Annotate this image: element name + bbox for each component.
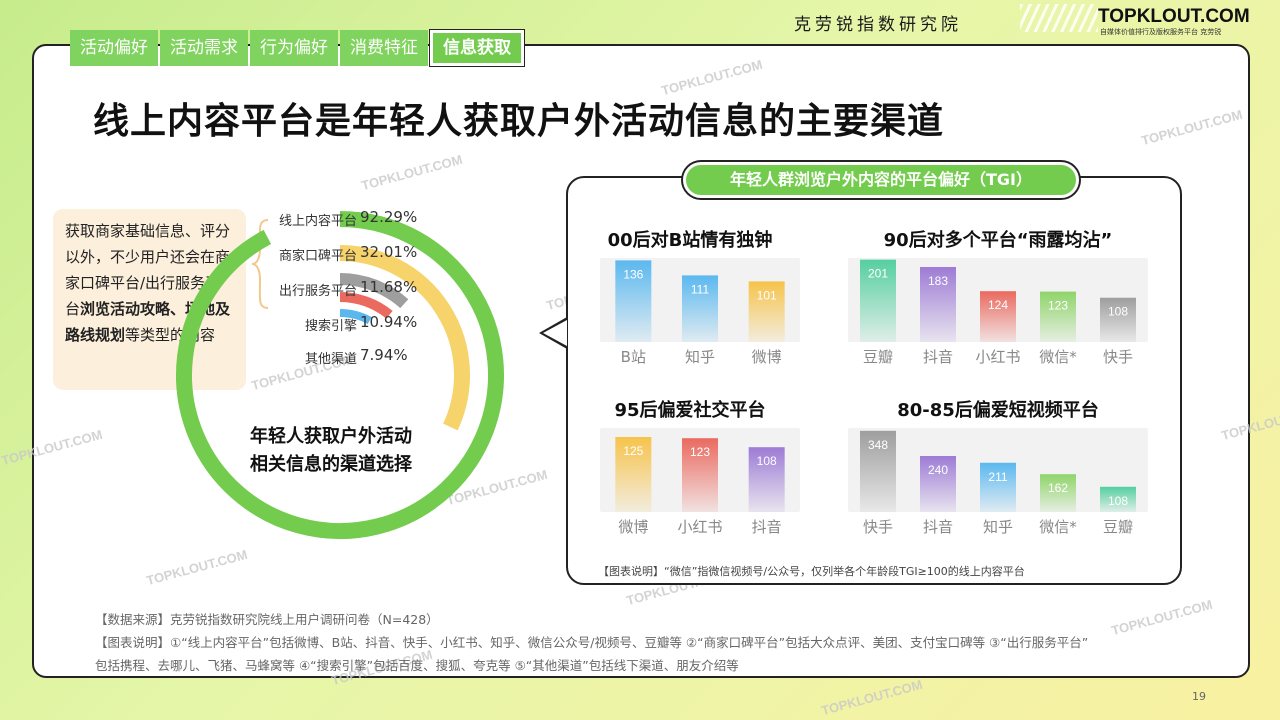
tgi-panel-title: 年轻人群浏览户外内容的平台偏好（TGI） [683, 162, 1079, 198]
channel-label: 出行服务平台 [278, 284, 357, 299]
channel-value: 92.29% [360, 208, 418, 226]
mini-chart-title-90: 90后对多个平台“雨露均沾” [883, 230, 1113, 251]
bar-category-label: 微信* [1039, 518, 1077, 536]
radial-bar [339, 245, 470, 431]
bar-value-label: 108 [1108, 494, 1128, 508]
tab-consumption-features[interactable]: 消费特征 [340, 30, 428, 66]
bar [615, 437, 652, 512]
channel-value: 10.94% [360, 313, 418, 331]
bar-value-label: 348 [868, 438, 888, 452]
bar [860, 430, 896, 512]
bar [1040, 474, 1076, 512]
bar-category-label: 小红书 [975, 348, 1020, 366]
bar [980, 462, 1016, 512]
bar-category-label: 快手 [863, 518, 893, 536]
tgi-panel [566, 176, 1182, 585]
bar-value-label: 123 [690, 445, 710, 459]
insight-text: 获取商家基础信息、评分以外，不少用户还会在商家口碑平台/出行服务平台 [65, 222, 231, 318]
bar-category-label: 微博 [618, 518, 648, 536]
radial-bar [339, 292, 393, 319]
bar-value-label: 201 [868, 267, 888, 281]
bar-category-label: 豆瓣 [863, 348, 893, 366]
bar [682, 275, 718, 342]
bar-value-label: 111 [691, 282, 710, 296]
bar-category-label: B站 [621, 348, 646, 366]
bar [1040, 291, 1076, 342]
bar-value-label: 125 [623, 444, 643, 458]
channel-value: 11.68% [360, 278, 418, 296]
footnote-explanation: 【图表说明】①“线上内容平台”包括微博、B站、抖音、快手、小红书、知乎、微信公众… [95, 635, 1089, 650]
bar-value-label: 124 [988, 298, 1008, 312]
bar-category-label: 知乎 [685, 348, 715, 366]
panel-note: 【图表说明】“微信”指微信视频号/公众号，仅列举各个年龄段TGI≥100的线上内… [598, 565, 1025, 578]
bar-value-label: 108 [757, 454, 777, 468]
bar-category-label: 豆瓣 [1103, 518, 1133, 536]
channel-value: 32.01% [360, 243, 418, 261]
brand-logo: TOPKLOUT.COM [1098, 6, 1250, 27]
bar-value-label: 162 [1048, 481, 1068, 495]
mini-chart-90: 201 豆瓣 183 抖音 124 小红书 123 微信* 108 快手 [848, 258, 1148, 366]
bar-value-label: 183 [928, 274, 948, 288]
tab-information-access[interactable]: 信息获取 [430, 30, 524, 66]
bar [1100, 486, 1136, 512]
bar-category-label: 小红书 [677, 518, 722, 536]
radial-bar [339, 309, 372, 325]
footnote-source: 【数据来源】克劳锐指数研究院线上用户调研问卷（N=428） [95, 612, 439, 627]
bar [860, 259, 896, 342]
page-title: 线上内容平台是年轻人获取户外活动信息的主要渠道 [93, 101, 945, 142]
mini-chart-title-00: 00后对B站情有独钟 [607, 230, 773, 251]
mini-chart-8085: 348 快手 240 抖音 211 知乎 162 微信* 108 豆瓣 [848, 428, 1148, 536]
brand-name: 克劳锐指数研究院 [794, 15, 962, 35]
tab-activity-demand[interactable]: 活动需求 [160, 30, 248, 66]
mini-chart-00: 136 B站 111 知乎 101 微博 [600, 258, 800, 366]
donut-center-title: 年轻人获取户外活动 相关信息的渠道选择 [250, 423, 450, 479]
bar [748, 447, 785, 512]
tab-activity-preference[interactable]: 活动偏好 [70, 30, 158, 66]
watermark: TOPKLOUT.COM [819, 676, 924, 719]
bar-value-label: 211 [988, 470, 1007, 484]
tab-behavior-preference[interactable]: 行为偏好 [250, 30, 338, 66]
decorative-stripes [1020, 4, 1098, 32]
section-tabs: 活动偏好 活动需求 行为偏好 消费特征 信息获取 [70, 30, 526, 66]
donut-center-line1: 年轻人获取户外活动 [250, 426, 412, 447]
bar-category-label: 知乎 [983, 518, 1013, 536]
page-number: 19 [1192, 690, 1206, 703]
radial-bar [176, 211, 504, 539]
bar [920, 456, 956, 512]
bar [920, 267, 956, 342]
bar [682, 438, 718, 512]
channel-label: 线上内容平台 [278, 214, 357, 229]
donut-center-line2: 相关信息的渠道选择 [250, 454, 412, 475]
channel-value: 7.94% [360, 346, 408, 364]
panel-pointer-inner [543, 320, 567, 346]
bar-value-label: 123 [1048, 299, 1068, 313]
mini-chart-95: 125 微博 123 小红书 108 抖音 [600, 428, 800, 536]
bar [980, 291, 1016, 342]
bar [748, 281, 785, 342]
bar-category-label: 抖音 [752, 518, 782, 536]
radial-bar [339, 273, 409, 309]
mini-chart-title-8085: 80-85后偏爱短视频平台 [897, 400, 1099, 421]
channel-radial-chart [176, 211, 504, 539]
bar-value-label: 240 [928, 463, 948, 477]
bar-value-label: 136 [623, 267, 643, 281]
bar-category-label: 抖音 [923, 348, 953, 366]
channel-label: 商家口碑平台 [278, 249, 357, 264]
bar-value-label: 108 [1108, 305, 1128, 319]
bar-value-label: 101 [757, 288, 777, 302]
insight-box: 获取商家基础信息、评分以外，不少用户还会在商家口碑平台/出行服务平台浏览活动攻略… [53, 209, 246, 390]
bar [1100, 297, 1136, 342]
channel-label: 搜索引擎 [304, 319, 357, 334]
channel-label: 其他渠道 [304, 352, 357, 367]
bar-category-label: 抖音 [923, 518, 953, 536]
bar-category-label: 微信* [1039, 348, 1077, 366]
footnote-explanation-cont: 包括携程、去哪儿、飞猪、马蜂窝等 ④“搜索引擎”包括百度、搜狐、夸克等 ⑤“其他… [95, 658, 739, 673]
bar [615, 260, 652, 342]
brand-logo-subtitle: 自媒体价值排行及版权服务平台 克劳锐 [1100, 28, 1222, 36]
mini-chart-title-95: 95后偏爱社交平台 [614, 400, 766, 421]
bar-category-label: 快手 [1103, 348, 1133, 366]
bar-category-label: 微博 [752, 348, 782, 366]
